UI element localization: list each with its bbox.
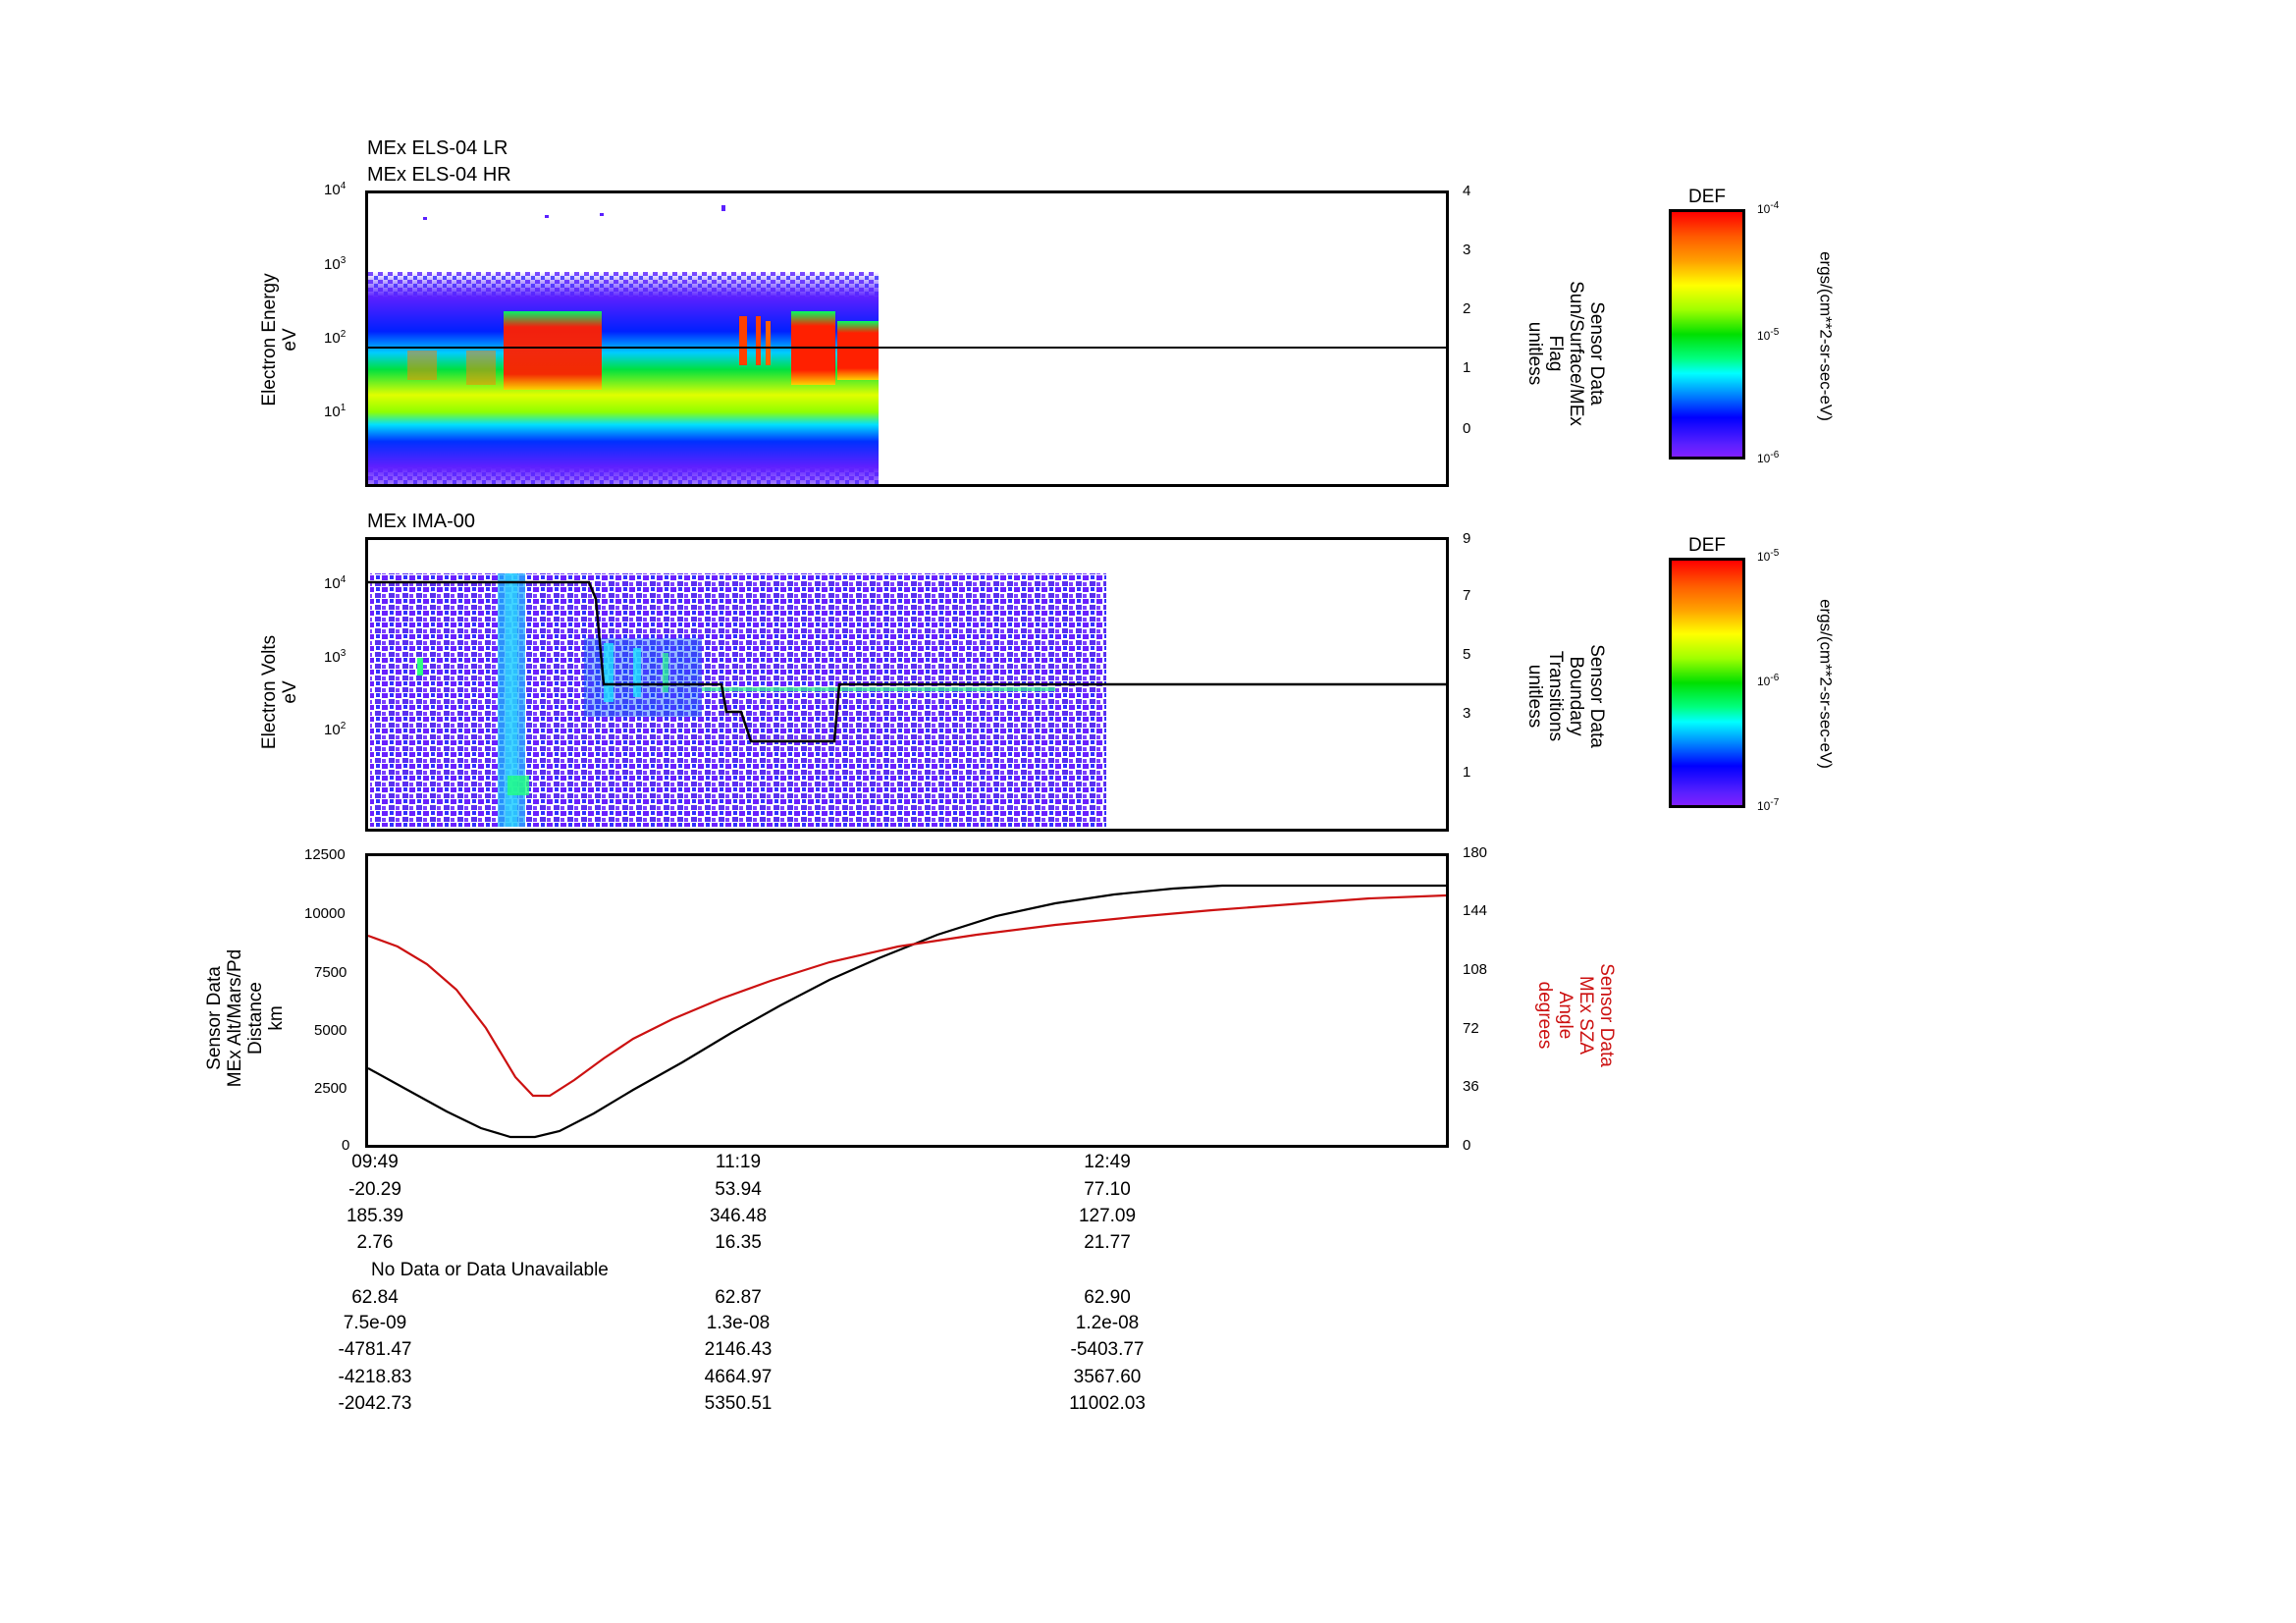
els-colorbar [1669, 209, 1745, 460]
els-title-lr: MEx ELS-04 LR [367, 137, 508, 159]
ephemeris-value: 62.84 [351, 1287, 399, 1308]
els-ytick-1e2: 102 [324, 329, 347, 347]
ephemeris-value: 185.39 [346, 1206, 404, 1226]
sza-line [368, 893, 1446, 1098]
orbit-ytick-0: 0 [342, 1137, 350, 1154]
ephemeris-value: 77.10 [1084, 1179, 1131, 1200]
ephemeris-f107-note: No Data or Data Unavailable [371, 1260, 609, 1280]
ephemeris-value: -5403.77 [1070, 1339, 1145, 1360]
ima-ytick-1e2: 102 [324, 721, 347, 738]
els-right-tick-2: 2 [1463, 300, 1471, 317]
els-cbar-tick-max: 10-4 [1757, 200, 1780, 216]
ephemeris-value: 2.76 [356, 1232, 394, 1253]
ephemeris-value: 127.09 [1078, 1206, 1137, 1226]
ephemeris-value: -2042.73 [338, 1393, 412, 1414]
ephemeris-value: 5350.51 [704, 1393, 773, 1414]
ima-right-tick-7: 7 [1463, 587, 1471, 604]
ephemeris-value: 62.90 [1084, 1287, 1131, 1308]
ephemeris-time-2: 12:49 [1084, 1152, 1131, 1172]
els-right-tick-3: 3 [1463, 242, 1471, 258]
ima-ytick-1e4: 104 [324, 574, 347, 592]
els-cbar-tick-min: 10-6 [1757, 450, 1780, 465]
els-right-axis-label: Sensor Data Sun/Surface/MEx Flag unitles… [1524, 281, 1607, 426]
ima-cbar-tick-mid: 10-6 [1757, 673, 1780, 688]
orbit-ytick-7500: 7500 [314, 964, 347, 981]
els-spectrogram-panel [365, 190, 1449, 487]
ima-right-tick-1: 1 [1463, 764, 1471, 781]
orbit-ytick-12500: 12500 [304, 846, 346, 863]
ima-boundary-line [368, 580, 1446, 743]
ima-cbar-tick-max: 10-5 [1757, 548, 1780, 564]
orbit-right-tick-0: 0 [1463, 1137, 1471, 1154]
ephemeris-value: 16.35 [715, 1232, 762, 1253]
ephemeris-value: 1.3e-08 [706, 1313, 771, 1333]
els-right-tick-0: 0 [1463, 420, 1471, 437]
els-ytick-1e4: 104 [324, 181, 347, 198]
ima-spectrogram [368, 573, 1446, 827]
ima-spectrogram-panel [365, 537, 1449, 832]
altitude-line [368, 884, 1446, 1139]
ephemeris-value: -4781.47 [338, 1339, 412, 1360]
orbit-right-tick-36: 36 [1463, 1078, 1479, 1095]
ephemeris-value: 346.48 [709, 1206, 768, 1226]
ephemeris-value: -20.29 [348, 1179, 401, 1200]
ima-colorbar [1669, 558, 1745, 808]
ima-ytick-1e3: 103 [324, 648, 347, 666]
ima-left-axis-label: Electron Volts eV [259, 634, 300, 750]
ephemeris-value: 21.77 [1084, 1232, 1131, 1253]
els-title-hr: MEx ELS-04 HR [367, 164, 511, 186]
ephemeris-value: 11002.03 [1069, 1393, 1146, 1414]
orbit-line-chart [368, 884, 1446, 1139]
ephemeris-value: -4218.83 [338, 1367, 412, 1387]
els-spectrogram [368, 205, 1446, 484]
orbit-ytick-2500: 2500 [314, 1080, 347, 1097]
ima-right-tick-5: 5 [1463, 646, 1471, 663]
orbit-right-tick-108: 108 [1463, 961, 1488, 978]
orbit-line-panel [365, 853, 1449, 1148]
ephemeris-time-0: 09:49 [351, 1152, 399, 1172]
orbit-right-tick-144: 144 [1463, 902, 1488, 919]
ima-right-axis-label: Sensor Data Boundary Transitions unitles… [1524, 644, 1607, 748]
ephemeris-time-1: 11:19 [715, 1152, 762, 1172]
els-right-tick-4: 4 [1463, 183, 1471, 199]
orbit-ytick-5000: 5000 [314, 1022, 347, 1039]
els-colorbar-title: DEF [1688, 187, 1726, 207]
ephemeris-value: 3567.60 [1073, 1367, 1142, 1387]
ima-title: MEx IMA-00 [367, 511, 476, 532]
ephemeris-value: 4664.97 [704, 1367, 773, 1387]
ephemeris-value: 2146.43 [704, 1339, 773, 1360]
orbit-ytick-10000: 10000 [304, 905, 346, 922]
orbit-right-tick-180: 180 [1463, 844, 1488, 861]
ima-colorbar-units: ergs/(cm**2-sr-sec-eV) [1816, 599, 1836, 769]
ima-right-tick-9: 9 [1463, 530, 1471, 547]
els-ytick-1e1: 101 [324, 403, 347, 420]
orbit-left-axis-label: Sensor Data MEx Alt/Mars/Pd Distance km [204, 948, 287, 1088]
ephemeris-value: 53.94 [715, 1179, 762, 1200]
ima-cbar-tick-min: 10-7 [1757, 797, 1780, 813]
els-right-tick-1: 1 [1463, 359, 1471, 376]
ephemeris-value: 7.5e-09 [343, 1313, 407, 1333]
els-left-axis-label: Electron Energy eV [259, 273, 300, 406]
els-ytick-1e3: 103 [324, 255, 347, 273]
orbit-right-tick-72: 72 [1463, 1020, 1479, 1037]
ima-colorbar-title: DEF [1688, 535, 1726, 556]
ima-right-tick-3: 3 [1463, 705, 1471, 722]
els-colorbar-units: ergs/(cm**2-sr-sec-eV) [1816, 251, 1836, 421]
els-cbar-tick-mid: 10-5 [1757, 327, 1780, 343]
orbit-right-axis-label: Sensor Data MEx SZA Angle degrees [1534, 963, 1617, 1067]
ephemeris-value: 62.87 [715, 1287, 762, 1308]
ephemeris-value: 1.2e-08 [1075, 1313, 1140, 1333]
